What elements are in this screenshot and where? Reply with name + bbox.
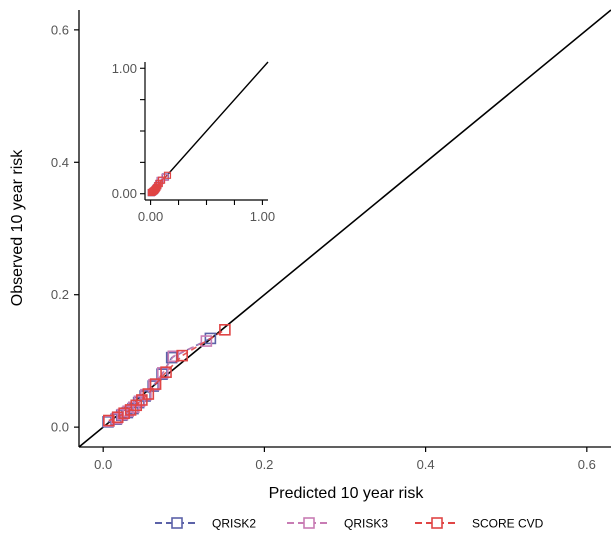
inset-y-tick-label: 0.00 xyxy=(112,186,137,201)
legend-item-qrisk2: QRISK2 xyxy=(155,517,256,531)
x-tick-label: 0.4 xyxy=(417,457,435,472)
inset-series-layer xyxy=(147,171,172,197)
x-ticks: 0.0 0.2 0.4 0.6 xyxy=(94,447,596,472)
qrisk3-point xyxy=(167,350,180,363)
score-cvd-point xyxy=(111,411,124,424)
score-cvd-point xyxy=(160,366,172,378)
y-tick-label: 0.0 xyxy=(51,420,69,435)
x-axis-label: Predicted 10 year risk xyxy=(269,485,425,502)
legend-label: SCORE CVD xyxy=(472,517,544,531)
x-tick-label: 0.2 xyxy=(255,457,273,472)
score-cvd-point xyxy=(149,378,162,390)
legend-marker-swatch xyxy=(431,517,443,529)
qrisk2-point xyxy=(156,368,168,380)
score-cvd-point xyxy=(142,388,155,400)
inset-score-cvd-point xyxy=(157,176,166,184)
legend-marker-swatch xyxy=(171,517,183,529)
main-plot: 0.0 0.2 0.4 0.6 0.0 0.2 0.4 0.6 Predicted 10 y… xyxy=(9,9,611,502)
legend-label: QRISK2 xyxy=(212,517,256,531)
x-tick-label: 0.6 xyxy=(578,457,596,472)
inset-score-cvd-point xyxy=(154,181,162,190)
qrisk2-point xyxy=(204,332,217,345)
inset-y-ticks: 0.00 1.00 xyxy=(112,61,145,201)
y-axis-label: Observed 10 year risk xyxy=(9,149,26,307)
legend-item-qrisk3: QRISK3 xyxy=(287,517,388,531)
legend-label: QRISK3 xyxy=(344,517,388,531)
inset-y-tick-label: 1.00 xyxy=(112,61,137,76)
qrisk3-point xyxy=(133,395,146,408)
inset-x-tick-label: 1.00 xyxy=(250,209,275,224)
x-tick-label: 0.0 xyxy=(94,457,112,472)
y-tick-label: 0.2 xyxy=(51,287,69,302)
score-cvd-point xyxy=(176,349,188,362)
legend-marker-swatch xyxy=(303,517,315,529)
score-cvd-point xyxy=(219,324,231,336)
legend: QRISK2 QRISK3 SCORE CVD xyxy=(155,517,544,531)
score-cvd-point xyxy=(103,414,115,427)
y-tick-label: 0.4 xyxy=(51,155,69,170)
series-layer xyxy=(102,324,231,428)
inset-x-ticks: 0.00 1.00 xyxy=(138,200,275,224)
y-ticks: 0.0 0.2 0.4 0.6 xyxy=(51,22,79,435)
score-cvd-point xyxy=(118,407,130,420)
inset-score-cvd-point xyxy=(163,171,172,179)
score-cvd-point xyxy=(136,394,148,406)
legend-item-score-cvd: SCORE CVD xyxy=(415,517,544,531)
inset-plot: 0.00 1.00 0.00 1.00 xyxy=(112,61,275,224)
inset-x-tick-label: 0.00 xyxy=(138,209,163,224)
qrisk3-point xyxy=(200,335,213,347)
y-tick-label: 0.6 xyxy=(51,22,69,37)
